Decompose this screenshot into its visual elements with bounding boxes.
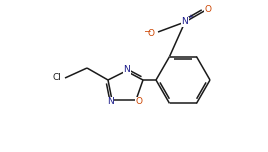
Text: −: − (143, 26, 151, 36)
Text: Cl: Cl (52, 74, 61, 83)
Text: O: O (147, 29, 154, 38)
Text: N: N (107, 97, 113, 107)
Text: +: + (187, 14, 193, 20)
Text: O: O (204, 5, 211, 14)
Text: O: O (136, 97, 143, 107)
Text: N: N (124, 66, 130, 74)
Text: N: N (182, 17, 188, 26)
